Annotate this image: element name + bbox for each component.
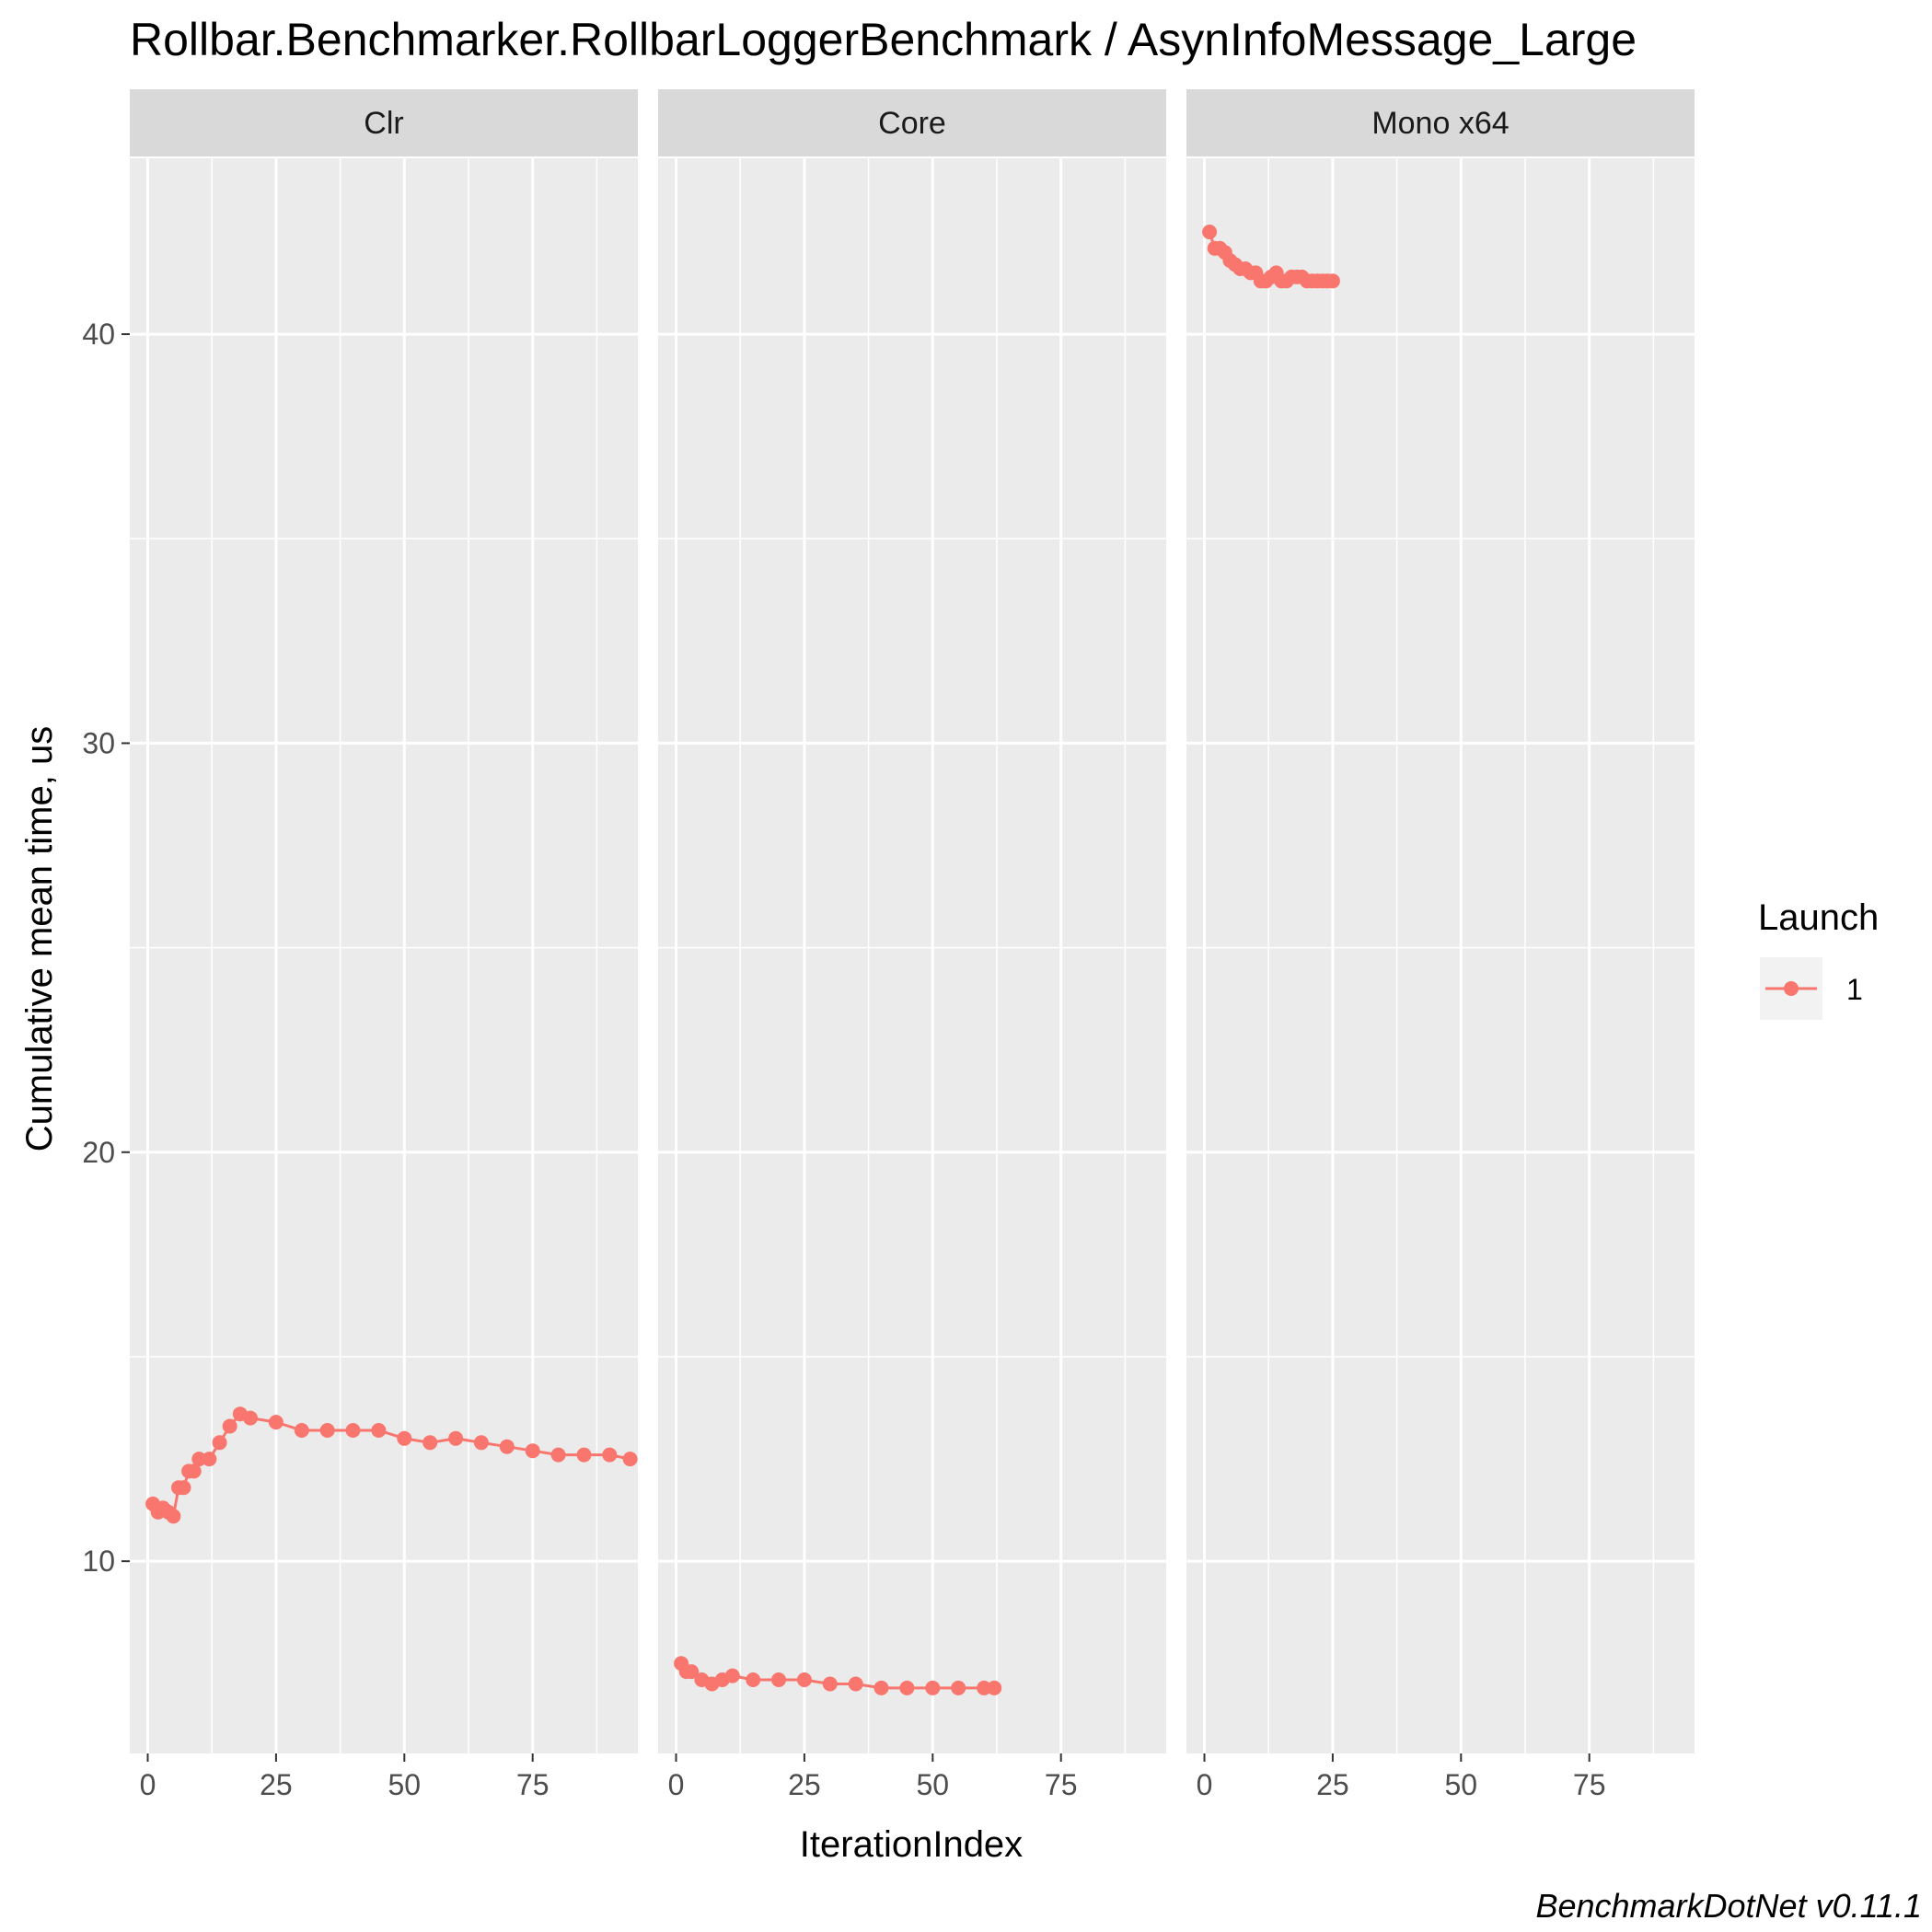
data-point — [796, 1672, 812, 1687]
data-point — [873, 1680, 889, 1695]
x-axis-title: IterationIndex — [800, 1824, 1023, 1865]
data-point — [899, 1680, 915, 1695]
data-point — [848, 1676, 863, 1692]
data-point — [371, 1423, 387, 1438]
chart-title: Rollbar.Benchmarker.RollbarLoggerBenchma… — [130, 14, 1637, 65]
x-tick-label: 25 — [260, 1768, 293, 1801]
y-tick-label: 10 — [82, 1544, 115, 1578]
x-tick-label: 50 — [1445, 1768, 1478, 1801]
data-point — [977, 1680, 992, 1695]
data-point — [166, 1509, 181, 1524]
facet-panel: Core 0 25 50 75 — [658, 89, 1166, 1801]
x-tick-label: 50 — [388, 1768, 422, 1801]
data-point — [602, 1447, 618, 1463]
data-point — [1325, 273, 1340, 289]
data-point — [499, 1439, 515, 1454]
data-point — [176, 1480, 191, 1496]
y-tick-label: 30 — [82, 726, 115, 759]
x-tick-label: 75 — [1573, 1768, 1606, 1801]
x-tick-label: 0 — [140, 1768, 156, 1801]
facet-panel: Clr 0 25 50 75 — [130, 89, 638, 1801]
panel-background — [658, 158, 1166, 1753]
data-point — [345, 1423, 361, 1438]
x-tick-label: 0 — [668, 1768, 685, 1801]
data-point — [222, 1418, 237, 1434]
y-tick-label: 20 — [82, 1136, 115, 1169]
data-point — [243, 1410, 258, 1426]
data-point — [186, 1463, 202, 1479]
legend-title: Launch — [1758, 897, 1879, 938]
facet-strip-label: Mono x64 — [1371, 106, 1509, 141]
data-point — [684, 1664, 700, 1680]
data-point — [212, 1435, 227, 1451]
y-axis: 10 20 30 40 — [82, 318, 130, 1578]
data-point — [987, 1680, 1002, 1695]
data-point — [191, 1452, 207, 1467]
x-tick-label: 50 — [917, 1768, 950, 1801]
x-tick-label: 0 — [1197, 1768, 1213, 1801]
x-tick-label: 75 — [1045, 1768, 1078, 1801]
facet-strip — [658, 89, 1166, 156]
data-point — [622, 1452, 638, 1467]
data-point — [822, 1676, 838, 1692]
facet-strip — [1186, 89, 1695, 156]
data-point — [576, 1447, 592, 1463]
data-point — [294, 1423, 309, 1438]
x-tick-label: 75 — [516, 1768, 550, 1801]
data-point — [448, 1430, 464, 1446]
facet-strip — [130, 89, 638, 156]
data-point — [397, 1430, 412, 1446]
data-point — [951, 1680, 966, 1695]
legend-label: 1 — [1846, 973, 1863, 1006]
data-point — [202, 1452, 217, 1467]
data-point — [746, 1672, 761, 1687]
data-point — [319, 1423, 335, 1438]
caption: BenchmarkDotNet v0.11.1 — [1535, 1887, 1922, 1925]
y-axis-title: Cumulative mean time, us — [19, 726, 60, 1151]
data-point — [771, 1672, 786, 1687]
data-point — [1202, 225, 1218, 239]
facet-strip-label: Core — [878, 106, 946, 141]
y-tick-label: 40 — [82, 318, 115, 351]
data-point — [550, 1447, 566, 1463]
x-tick-label: 25 — [1316, 1768, 1349, 1801]
legend-key-point — [1784, 981, 1799, 996]
legend: Launch 1 — [1758, 897, 1879, 1020]
data-point — [268, 1415, 283, 1430]
data-point — [422, 1435, 438, 1451]
panel-background — [1186, 158, 1695, 1753]
data-point — [525, 1443, 540, 1459]
data-point — [473, 1435, 489, 1451]
panel-background — [130, 158, 638, 1753]
panels-layer: Clr 0 25 50 75 Core 0 25 50 75 Mono x64 0 25 50 75 — [130, 89, 1695, 1801]
facet-strip-label: Clr — [364, 106, 403, 141]
facet-panel: Mono x64 0 25 50 75 — [1186, 89, 1695, 1801]
data-point — [925, 1680, 941, 1695]
x-tick-label: 25 — [788, 1768, 821, 1801]
data-point — [724, 1668, 740, 1683]
